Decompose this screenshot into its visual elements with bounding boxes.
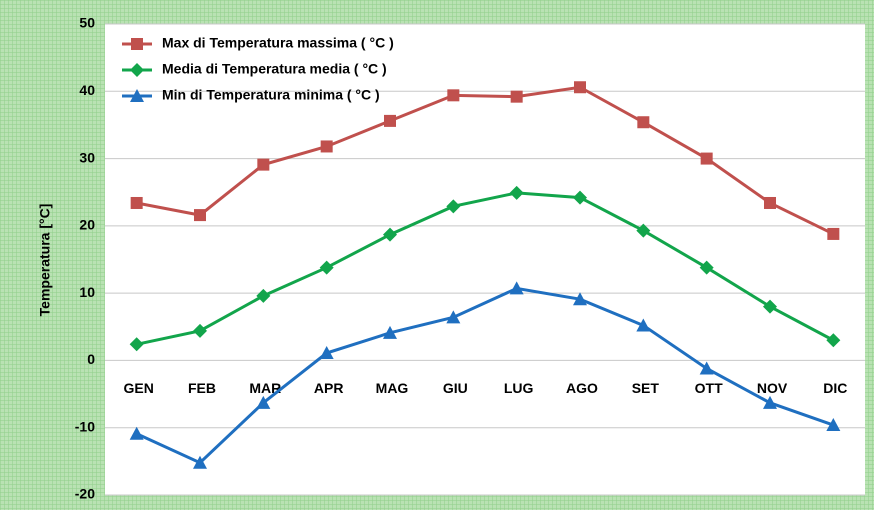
y-tick-label: 50 bbox=[79, 15, 95, 31]
marker bbox=[509, 185, 524, 200]
plot-area bbox=[105, 24, 865, 495]
y-tick-label: 20 bbox=[79, 217, 95, 233]
x-tick-label: SET bbox=[632, 380, 660, 396]
marker bbox=[193, 323, 207, 338]
marker bbox=[574, 81, 586, 94]
y-tick-label: -20 bbox=[75, 486, 95, 502]
x-tick-label: APR bbox=[314, 380, 344, 396]
marker bbox=[636, 318, 651, 332]
marker bbox=[383, 227, 397, 242]
x-tick-label: MAR bbox=[249, 380, 281, 396]
y-tick-label: 30 bbox=[79, 149, 95, 165]
marker bbox=[447, 89, 460, 102]
x-tick-label: DIC bbox=[823, 380, 847, 396]
y-tick-label: 40 bbox=[79, 82, 95, 98]
legend-label: Min di Temperatura minima ( °C ) bbox=[162, 87, 380, 103]
marker bbox=[827, 227, 840, 240]
marker bbox=[700, 152, 713, 165]
legend-marker bbox=[130, 63, 144, 77]
marker bbox=[636, 223, 651, 238]
x-tick-label: MAG bbox=[376, 380, 409, 396]
marker bbox=[319, 260, 334, 275]
x-tick-label: NOV bbox=[757, 380, 788, 396]
legend-marker bbox=[130, 89, 144, 102]
series-line bbox=[136, 85, 834, 236]
marker bbox=[194, 209, 206, 222]
marker bbox=[446, 199, 461, 214]
marker bbox=[573, 292, 587, 306]
marker bbox=[699, 361, 714, 375]
marker bbox=[764, 196, 776, 209]
marker bbox=[826, 418, 841, 432]
x-tick-label: GEN bbox=[123, 380, 153, 396]
marker bbox=[319, 346, 334, 360]
x-tick-label: FEB bbox=[188, 380, 216, 396]
marker bbox=[383, 325, 397, 339]
x-tick-label: OTT bbox=[695, 380, 723, 396]
marker bbox=[446, 310, 461, 324]
marker bbox=[826, 333, 841, 348]
marker bbox=[763, 395, 777, 409]
series-line bbox=[136, 286, 834, 465]
marker bbox=[130, 196, 143, 209]
marker bbox=[129, 426, 144, 440]
y-axis-label: Temperatura [°C] bbox=[37, 204, 53, 317]
y-tick-label: 0 bbox=[87, 351, 95, 367]
marker bbox=[257, 158, 270, 171]
marker bbox=[637, 116, 650, 129]
legend-label: Media di Temperatura media ( °C ) bbox=[162, 61, 387, 77]
marker bbox=[384, 114, 396, 127]
marker bbox=[193, 455, 207, 469]
x-tick-label: GIU bbox=[443, 380, 468, 396]
marker bbox=[573, 190, 587, 205]
legend-label: Max di Temperatura massima ( °C ) bbox=[162, 35, 394, 51]
marker bbox=[509, 281, 524, 295]
marker bbox=[129, 337, 144, 352]
marker bbox=[763, 299, 777, 314]
marker bbox=[256, 288, 271, 303]
x-tick-label: LUG bbox=[504, 380, 534, 396]
y-tick-label: -10 bbox=[75, 418, 95, 434]
marker bbox=[256, 395, 271, 409]
series-line bbox=[136, 191, 835, 346]
marker bbox=[699, 260, 714, 275]
marker bbox=[320, 140, 333, 153]
x-tick-label: AGO bbox=[566, 380, 598, 396]
legend-marker bbox=[131, 38, 143, 50]
y-tick-label: 10 bbox=[79, 284, 95, 300]
marker bbox=[510, 90, 523, 103]
